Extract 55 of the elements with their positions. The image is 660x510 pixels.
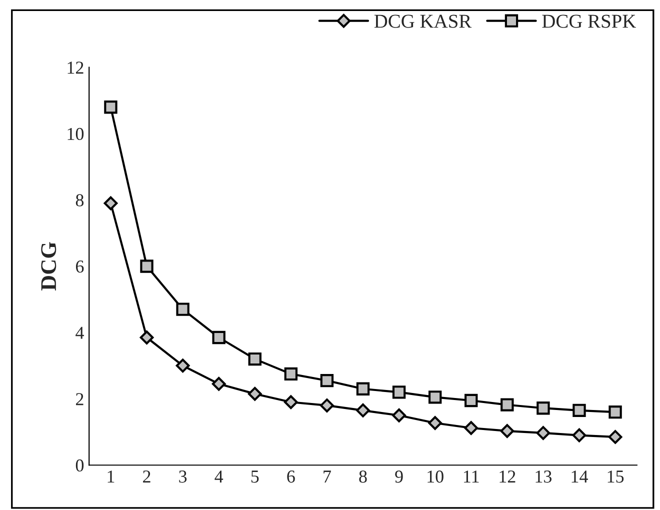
y-tick-label: 4 <box>76 326 84 339</box>
x-tick-label: 3 <box>179 470 187 483</box>
point <box>248 352 262 366</box>
x-tick-label: 2 <box>143 470 150 483</box>
y-tick-label: 6 <box>76 260 84 273</box>
point <box>248 386 262 401</box>
point <box>104 100 118 114</box>
point <box>140 330 154 344</box>
point <box>212 376 226 391</box>
x-tick-label: 13 <box>536 470 552 483</box>
point <box>176 358 190 373</box>
point <box>428 416 442 430</box>
y-tick-label: 12 <box>68 62 84 74</box>
x-tick-label: 14 <box>572 470 588 483</box>
point <box>104 196 118 210</box>
x-tick-label: 5 <box>251 470 259 483</box>
legend-label: DCG KASR <box>374 14 472 28</box>
y-tick-label: 10 <box>68 128 84 140</box>
x-tick-label: 9 <box>395 470 403 483</box>
point <box>284 367 298 381</box>
y-tick-label: 0 <box>76 459 84 472</box>
x-tick-label: 8 <box>359 470 367 483</box>
x-tick-label: 7 <box>324 470 331 483</box>
legend-label: DCG RSPK <box>542 14 636 28</box>
x-tick-label: 1 <box>108 470 114 483</box>
point <box>536 426 550 440</box>
point <box>392 408 406 422</box>
x-tick-label: 4 <box>214 470 224 483</box>
point <box>428 390 442 404</box>
y-tick-label: 8 <box>76 194 84 206</box>
point <box>212 330 226 344</box>
point <box>392 386 406 399</box>
point <box>320 374 334 388</box>
point <box>500 398 514 412</box>
y-axis-title: DCG <box>41 242 56 291</box>
point <box>572 404 586 418</box>
point <box>572 428 586 442</box>
point <box>608 405 622 419</box>
x-tick-label: 15 <box>608 470 624 483</box>
point <box>140 260 154 273</box>
y-tick-label: 2 <box>76 393 84 406</box>
point <box>536 402 550 415</box>
x-tick-label: 6 <box>287 470 295 483</box>
x-tick-label: 11 <box>464 470 479 483</box>
x-tick-label: 10 <box>428 470 444 483</box>
point <box>320 398 334 412</box>
point <box>356 382 370 396</box>
point <box>500 424 514 438</box>
point <box>608 430 622 444</box>
point <box>356 403 370 418</box>
x-tick-label: 12 <box>500 470 516 483</box>
point <box>176 302 190 316</box>
point <box>464 394 478 408</box>
point <box>284 395 298 410</box>
point <box>464 421 478 435</box>
